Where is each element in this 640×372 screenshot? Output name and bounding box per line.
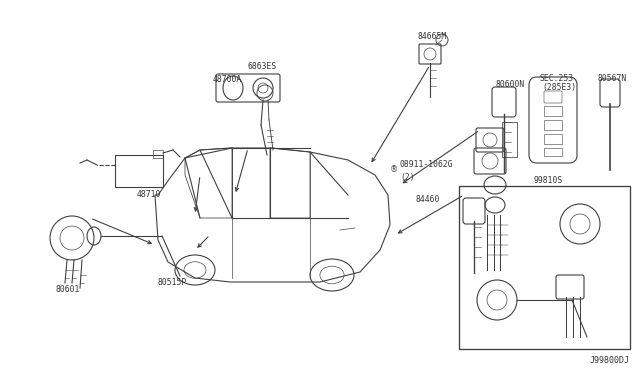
Bar <box>502 122 517 157</box>
Text: 48710: 48710 <box>137 190 161 199</box>
Text: SEC.253: SEC.253 <box>540 74 574 83</box>
Bar <box>115 155 163 187</box>
Text: 80515P: 80515P <box>158 278 188 287</box>
Text: 80601: 80601 <box>56 285 81 294</box>
Text: 84460: 84460 <box>415 195 440 204</box>
Text: (2): (2) <box>400 173 415 182</box>
Text: J99800DJ: J99800DJ <box>590 356 630 365</box>
Text: 08911-1062G: 08911-1062G <box>400 160 454 169</box>
Bar <box>544 134 562 144</box>
Bar <box>459 186 630 349</box>
Text: 84665M: 84665M <box>418 32 447 41</box>
Text: ®: ® <box>390 165 398 174</box>
Bar <box>544 148 562 156</box>
Bar <box>153 150 163 158</box>
Bar <box>544 106 562 116</box>
Text: 6863ES: 6863ES <box>248 62 277 71</box>
Bar <box>544 120 562 130</box>
Text: 80567N: 80567N <box>598 74 627 83</box>
Text: 99810S: 99810S <box>534 176 563 185</box>
Text: (285E3): (285E3) <box>542 83 576 92</box>
Text: 48700A: 48700A <box>213 75 243 84</box>
Text: 80600N: 80600N <box>495 80 524 89</box>
